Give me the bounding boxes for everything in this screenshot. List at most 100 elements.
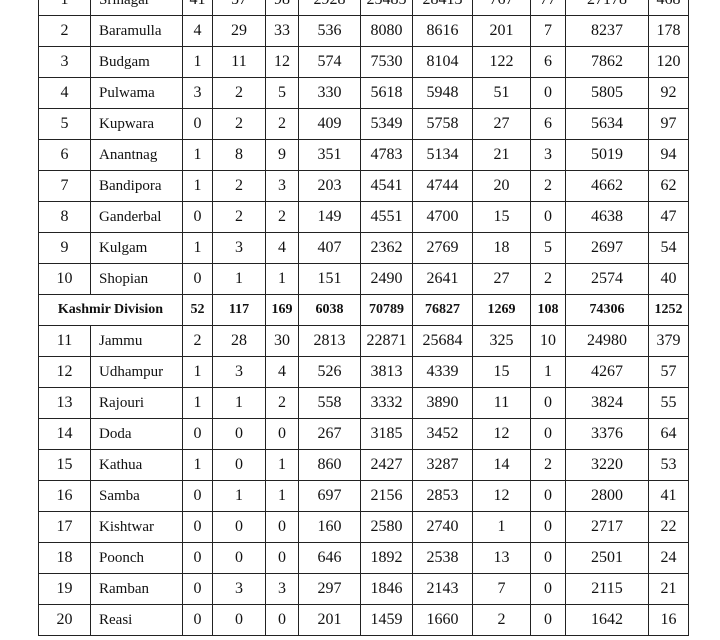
table-cell: 21	[648, 573, 689, 605]
table-cell: 1269	[472, 294, 531, 326]
table-row: 9 Kulgam 1 3 4 407 2362 2769 18 5 2697 54	[38, 232, 689, 264]
table-cell: 149	[298, 201, 361, 233]
table-cell: 10	[530, 325, 566, 357]
table-cell: 1	[182, 356, 213, 388]
table-cell: 33	[265, 15, 299, 47]
table-cell: 3185	[360, 418, 413, 450]
table-cell: 2740	[412, 511, 473, 543]
table-cell: 97	[648, 108, 689, 140]
table-cell: 7530	[360, 46, 413, 78]
table-cell: 767	[472, 0, 531, 16]
table-row: 7 Bandipora 1 2 3 203 4541 4744 20 2 4662 62	[38, 170, 689, 202]
table-cell: 5	[265, 77, 299, 109]
table-cell: 5349	[360, 108, 413, 140]
table-cell: 646	[298, 542, 361, 574]
table-cell: Rajouri	[90, 387, 183, 419]
table-cell: 1	[212, 263, 266, 295]
table-cell: 0	[530, 77, 566, 109]
table-cell: 12	[265, 46, 299, 78]
table-cell: 2490	[360, 263, 413, 295]
table-cell: 117	[212, 294, 266, 326]
table-cell: 0	[530, 201, 566, 233]
table-cell: 14	[472, 449, 531, 481]
table-cell: 12	[38, 356, 91, 388]
table-cell: 27178	[565, 0, 649, 16]
table-cell: 3	[212, 232, 266, 264]
table-cell: 169	[265, 294, 299, 326]
table-cell: 2813	[298, 325, 361, 357]
table-cell: 22	[648, 511, 689, 543]
table-row: 6 Anantnag 1 8 9 351 4783 5134 21 3 5019 94	[38, 139, 689, 171]
table-cell: 2	[212, 170, 266, 202]
table-cell: 25485	[360, 0, 413, 16]
table-cell: 0	[530, 542, 566, 574]
table-cell: 94	[648, 139, 689, 171]
table-cell: 0	[182, 201, 213, 233]
table-cell: 5	[530, 232, 566, 264]
table-cell: 4744	[412, 170, 473, 202]
table-cell: 2800	[565, 480, 649, 512]
table-cell: 2641	[412, 263, 473, 295]
table-cell: Udhampur	[90, 356, 183, 388]
table-cell: 4	[38, 77, 91, 109]
table-cell: 3	[38, 46, 91, 78]
table-cell: 0	[182, 604, 213, 636]
table-cell: 4700	[412, 201, 473, 233]
table-cell: 8104	[412, 46, 473, 78]
table-cell: 2	[530, 170, 566, 202]
table-cell: 122	[472, 46, 531, 78]
table-cell: 5948	[412, 77, 473, 109]
table-cell: 2	[38, 15, 91, 47]
table-cell: 5134	[412, 139, 473, 171]
table-row: 19 Ramban 0 3 3 297 1846 2143 7 0 2115 21	[38, 573, 689, 605]
table-cell: 4	[182, 15, 213, 47]
table-cell: 2769	[412, 232, 473, 264]
table-cell: 92	[648, 77, 689, 109]
table-cell: 16	[648, 604, 689, 636]
table-cell: Baramulla	[90, 15, 183, 47]
table-cell: 407	[298, 232, 361, 264]
table-row: 20 Reasi 0 0 0 201 1459 1660 2 0 1642 16	[38, 604, 689, 636]
table-cell: 4	[265, 232, 299, 264]
table-cell: 9	[265, 139, 299, 171]
table-cell: 15	[472, 356, 531, 388]
table-cell: 0	[182, 108, 213, 140]
table-cell: 4783	[360, 139, 413, 171]
table-cell: 18	[38, 542, 91, 574]
table-cell: 1	[212, 480, 266, 512]
table-cell: 8	[212, 139, 266, 171]
table-cell: 2	[182, 325, 213, 357]
table-cell: 64	[648, 418, 689, 450]
table-cell: 2156	[360, 480, 413, 512]
table-cell: 22871	[360, 325, 413, 357]
table-cell: 697	[298, 480, 361, 512]
table-cell: 5758	[412, 108, 473, 140]
table-cell: 0	[530, 573, 566, 605]
table-cell: 52	[182, 294, 213, 326]
table-cell: 77	[530, 0, 566, 16]
table-row: Kashmir Division 52 117 169 6038 70789 76827 12…	[38, 294, 689, 326]
table-cell: 8237	[565, 15, 649, 47]
table-cell: 19	[38, 573, 91, 605]
table-row: 4 Pulwama 3 2 5 330 5618 5948 51 0 5805 92	[38, 77, 689, 109]
table-cell: 1252	[648, 294, 689, 326]
table-cell: 0	[182, 418, 213, 450]
table-cell: Bandipora	[90, 170, 183, 202]
table-cell: 3824	[565, 387, 649, 419]
table-cell: 10	[38, 263, 91, 295]
table-cell: 20	[472, 170, 531, 202]
table-cell: 12	[472, 480, 531, 512]
table-cell: 0	[212, 604, 266, 636]
table-cell: 41	[182, 0, 213, 16]
table-cell: 5634	[565, 108, 649, 140]
table-cell: Kishtwar	[90, 511, 183, 543]
table-row: 18 Poonch 0 0 0 646 1892 2538 13 0 2501 24	[38, 542, 689, 574]
table-cell: 1660	[412, 604, 473, 636]
table-cell: 7	[38, 170, 91, 202]
table-cell: 21	[472, 139, 531, 171]
table-cell: 2538	[412, 542, 473, 574]
table-row: 14 Doda 0 0 0 267 3185 3452 12 0 3376 64	[38, 418, 689, 450]
table-cell: 5	[38, 108, 91, 140]
table-row: 16 Samba 0 1 1 697 2156 2853 12 0 2800 41	[38, 480, 689, 512]
